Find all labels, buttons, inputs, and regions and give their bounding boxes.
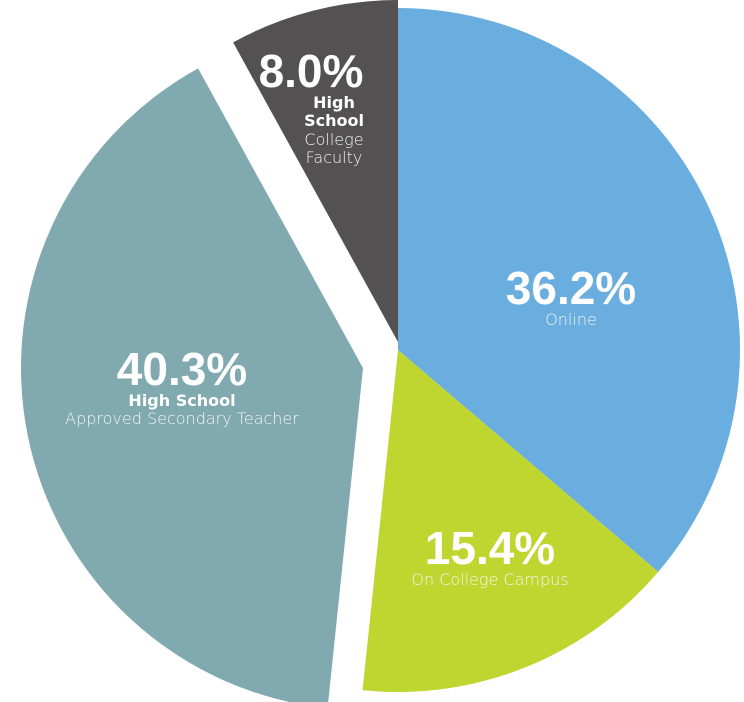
value-label: 15.4% [424, 522, 556, 574]
value-label: 40.3% [116, 343, 248, 395]
category-label: Approved Secondary Teacher [65, 409, 299, 429]
category-label: On College Campus [411, 570, 569, 589]
value-label: 8.0% [258, 45, 364, 97]
slice-label: 8.0% High School College Faculty [259, 48, 371, 168]
value-label: 36.2% [505, 262, 637, 314]
label-header: High School [304, 93, 364, 131]
category-label: Online [545, 310, 597, 329]
pie-slice [398, 8, 741, 572]
pie-slice [20, 68, 363, 702]
pie-slice [362, 350, 659, 692]
label-header: High School [128, 391, 236, 410]
slice-label: 36.2% Online [506, 265, 636, 329]
slice-label: 40.3% High School Approved Secondary Teach… [65, 346, 299, 429]
pie-slice [233, 0, 398, 342]
slice-label: 15.4% On College Campus [411, 525, 568, 589]
category-label: College Faculty [304, 129, 364, 168]
